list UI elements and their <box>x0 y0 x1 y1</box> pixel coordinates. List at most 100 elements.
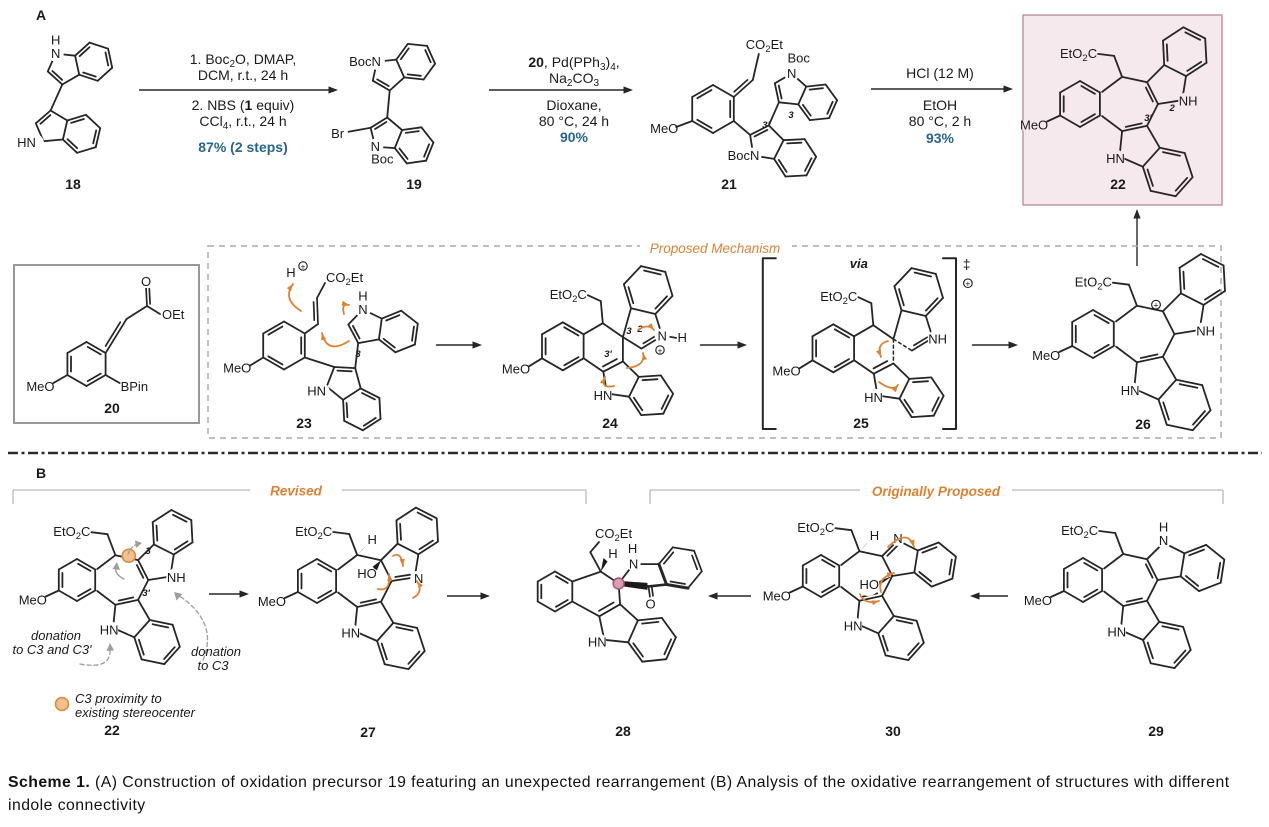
svg-text:+: + <box>301 261 306 271</box>
svg-text:H: H <box>628 541 637 556</box>
svg-text:+: + <box>1153 300 1158 310</box>
svg-text:to C3 and C3': to C3 and C3' <box>12 642 92 657</box>
svg-text:NH: NH <box>928 331 947 346</box>
svg-text:EtO2C: EtO2C <box>550 287 587 305</box>
svg-text:EtO2C: EtO2C <box>1060 46 1097 64</box>
svg-text:N: N <box>1159 533 1168 548</box>
svg-text:HN: HN <box>341 626 360 641</box>
svg-text:HN: HN <box>17 135 36 150</box>
svg-text:Boc: Boc <box>371 152 394 167</box>
svg-text:CCl4, r.t., 24 h: CCl4, r.t., 24 h <box>199 113 286 132</box>
svg-text:19: 19 <box>406 176 422 192</box>
svg-text:1. Boc2O, DMAP,: 1. Boc2O, DMAP, <box>190 51 296 70</box>
svg-text:HN: HN <box>864 390 883 405</box>
svg-text:3: 3 <box>355 349 361 360</box>
svg-text:20, Pd(PPh3)4,: 20, Pd(PPh3)4, <box>528 54 619 73</box>
svg-text:H: H <box>608 546 617 561</box>
svg-text:MeO: MeO <box>26 379 54 394</box>
svg-text:H: H <box>358 288 367 303</box>
svg-text:N: N <box>893 531 902 546</box>
svg-text:80 °C, 2 h: 80 °C, 2 h <box>909 113 971 129</box>
svg-text:A: A <box>36 7 46 23</box>
svg-text:MeO: MeO <box>772 363 800 378</box>
svg-text:‡: ‡ <box>963 256 971 272</box>
svg-text:donation: donation <box>31 628 81 643</box>
svg-text:MeO: MeO <box>1024 593 1052 608</box>
svg-text:EtO2C: EtO2C <box>1061 523 1098 541</box>
svg-text:HN: HN <box>307 384 326 399</box>
svg-text:H: H <box>870 528 879 543</box>
svg-text:24: 24 <box>602 415 618 431</box>
svg-text:donation: donation <box>191 644 241 659</box>
svg-text:Na2CO3: Na2CO3 <box>549 70 599 89</box>
svg-text:via: via <box>850 256 868 271</box>
svg-text:18: 18 <box>65 176 81 192</box>
svg-text:2: 2 <box>1168 103 1175 114</box>
svg-text:CO2Et: CO2Et <box>595 526 632 544</box>
svg-text:MeO: MeO <box>223 361 251 376</box>
svg-text:EtO2C: EtO2C <box>295 524 332 542</box>
svg-text:28: 28 <box>615 723 631 739</box>
svg-text:HN: HN <box>844 618 863 633</box>
svg-text:EtO2C: EtO2C <box>1075 275 1112 293</box>
svg-text:MeO: MeO <box>763 589 791 604</box>
svg-text:existing stereocenter: existing stereocenter <box>75 705 196 720</box>
svg-text:H: H <box>51 33 60 48</box>
svg-text:HCl (12 M): HCl (12 M) <box>906 65 974 81</box>
svg-text:EtO2C: EtO2C <box>820 289 857 307</box>
svg-text:N: N <box>414 571 423 586</box>
svg-text:CO2Et: CO2Et <box>326 270 363 288</box>
svg-text:MeO: MeO <box>650 121 678 136</box>
svg-text:N: N <box>629 557 638 572</box>
svg-text:H: H <box>368 532 377 547</box>
svg-text:Proposed Mechanism: Proposed Mechanism <box>650 241 781 256</box>
svg-text:MeO: MeO <box>1020 118 1048 133</box>
svg-text:H: H <box>678 330 687 345</box>
svg-text:EtO2C: EtO2C <box>797 520 834 538</box>
svg-text:Dioxane,: Dioxane, <box>546 97 601 113</box>
svg-text:indole connectivity: indole connectivity <box>8 797 146 814</box>
svg-text:29: 29 <box>1148 723 1164 739</box>
svg-text:Boc: Boc <box>787 51 810 66</box>
svg-text:HN: HN <box>594 388 613 403</box>
svg-text:26: 26 <box>1135 416 1151 432</box>
svg-text:MeO: MeO <box>502 361 530 376</box>
svg-text:22: 22 <box>104 722 120 738</box>
svg-text:Revised: Revised <box>270 484 323 499</box>
svg-text:MeO: MeO <box>258 594 286 609</box>
svg-text:O: O <box>645 596 655 611</box>
svg-text:22: 22 <box>1110 176 1126 192</box>
svg-text:Originally Proposed: Originally Proposed <box>872 484 1001 499</box>
svg-text:O: O <box>141 274 151 289</box>
svg-text:3: 3 <box>788 110 794 121</box>
svg-text:NH: NH <box>1179 94 1198 109</box>
svg-text:N: N <box>51 46 60 61</box>
svg-text:BocN: BocN <box>349 54 381 69</box>
svg-text:N: N <box>371 139 380 154</box>
svg-text:HN: HN <box>1121 383 1140 398</box>
svg-text:80 °C, 24 h: 80 °C, 24 h <box>539 113 609 129</box>
svg-text:23: 23 <box>296 415 312 431</box>
svg-text:3: 3 <box>145 546 151 557</box>
svg-text:CO2Et: CO2Et <box>746 37 783 55</box>
svg-text:93%: 93% <box>926 130 955 146</box>
svg-text:21: 21 <box>721 176 737 192</box>
svg-text:30: 30 <box>885 723 901 739</box>
svg-text:HN: HN <box>588 634 607 649</box>
svg-text:+: + <box>965 279 970 289</box>
svg-text:MeO: MeO <box>19 593 47 608</box>
svg-text:BocN: BocN <box>728 148 760 163</box>
svg-text:EtO2C: EtO2C <box>53 524 90 542</box>
svg-text:3': 3' <box>1144 113 1152 124</box>
svg-text:OEt: OEt <box>162 307 185 322</box>
svg-text:87% (2 steps): 87% (2 steps) <box>198 139 287 155</box>
svg-text:3': 3' <box>142 588 150 599</box>
svg-text:NH: NH <box>167 570 186 585</box>
svg-text:NH: NH <box>1196 324 1215 339</box>
svg-text:HN: HN <box>1106 151 1125 166</box>
svg-text:H: H <box>1159 520 1168 535</box>
svg-text:DCM, r.t., 24 h: DCM, r.t., 24 h <box>198 67 288 83</box>
svg-text:3': 3' <box>604 349 612 360</box>
svg-text:HO: HO <box>860 577 880 592</box>
svg-text:EtOH: EtOH <box>923 97 957 113</box>
